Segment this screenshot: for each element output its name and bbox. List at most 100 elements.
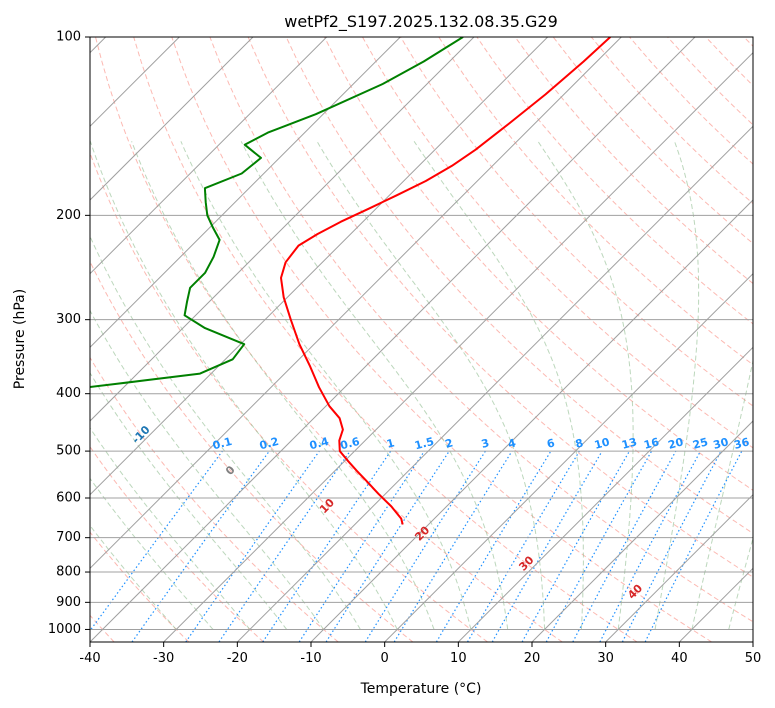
- pressure-gridlines: [90, 37, 753, 630]
- mixing-ratio-label: 0.1: [211, 435, 233, 453]
- dry-adiabat-line: [438, 37, 753, 366]
- isotherm-line: [90, 37, 622, 570]
- isotherm-line: [90, 37, 549, 496]
- isotherm-line: [310, 199, 753, 642]
- mixing-ratio-line: [185, 450, 320, 642]
- x-tick-label: 20: [524, 651, 541, 666]
- x-tick-label: 0: [381, 651, 389, 666]
- x-tick-label: -10: [300, 651, 321, 666]
- mixing-ratio-line: [298, 450, 425, 642]
- y-tick-label: 1000: [48, 622, 81, 637]
- isotherm-line: [457, 346, 753, 642]
- mixing-ratio-label: 2: [444, 436, 455, 451]
- dry-adiabat-line: [590, 37, 753, 205]
- mixing-ratio-line: [90, 450, 223, 632]
- dry-adiabat-line: [171, 37, 712, 642]
- mixing-ratio-line: [521, 450, 631, 642]
- mixing-ratio-label: 30: [712, 435, 730, 452]
- y-axis-label: Pressure (hPa): [12, 289, 28, 389]
- temperature-profile-line: [280, 37, 611, 525]
- isotherm-line: [90, 37, 696, 642]
- isotherm-line: [752, 641, 753, 642]
- dry-adiabat-line: [90, 151, 488, 642]
- mixing-ratio-line: [621, 450, 722, 642]
- dry-adiabat-line: [552, 37, 753, 245]
- dry-adiabat-line: [90, 260, 414, 642]
- axes-frame: [89, 36, 754, 643]
- dry-adiabat-line: [95, 37, 563, 642]
- isotherm-line: [163, 51, 753, 642]
- mixing-ratio-line: [325, 450, 450, 642]
- dry-adiabat-label: 30: [516, 553, 536, 573]
- dry-adiabat-line: [323, 37, 753, 491]
- dry-adiabat-label: 0: [223, 463, 238, 478]
- mixing-ratio-lines: [90, 450, 743, 642]
- mixing-ratio-label: 13: [620, 435, 638, 452]
- mixing-ratio-label: 3: [480, 436, 491, 451]
- mixing-ratio-line: [599, 450, 702, 642]
- isotherm-line: [90, 37, 475, 422]
- isotherm-line: [236, 125, 753, 642]
- isotherm-line: [678, 567, 753, 642]
- dry-adiabat-line: [133, 37, 638, 642]
- y-tick-label: 600: [56, 491, 81, 506]
- mixing-ratio-label: 0.6: [339, 435, 362, 453]
- moist-adiabat-line: [316, 141, 546, 630]
- x-tick-label: -40: [79, 651, 100, 666]
- x-tick-label: -20: [227, 651, 248, 666]
- x-tick-label: 30: [597, 651, 614, 666]
- mixing-ratio-label: 1.5: [413, 435, 435, 453]
- moist-adiabat-line: [90, 427, 251, 630]
- dry-adiabat-line: [90, 531, 190, 642]
- mixing-ratio-label: 36: [733, 435, 751, 452]
- moist-adiabat-line: [131, 141, 435, 630]
- y-tick-label: 200: [56, 208, 81, 223]
- mixing-ratio-label: 10: [593, 435, 611, 452]
- y-tick-label: 300: [56, 312, 81, 327]
- chart-title: wetPf2_S197.2025.132.08.35.G29: [284, 12, 558, 32]
- mixing-ratio-label: 6: [545, 436, 556, 451]
- moist-adiabat-line: [90, 371, 288, 630]
- dry-adiabat-line: [247, 37, 753, 578]
- isotherm-line: [531, 420, 753, 642]
- moist-adiabat-line: [728, 536, 753, 630]
- mixing-ratio-line: [262, 450, 392, 642]
- isotherm-line: [90, 37, 401, 349]
- x-tick-label: 50: [745, 651, 762, 666]
- y-tick-label: 800: [56, 565, 81, 580]
- moist-adiabat-line: [90, 477, 214, 630]
- moist-adiabat-line: [654, 141, 700, 630]
- mixing-ratio-labels: 0.1 0.2 0.4 0.6 1 1.5 2 3 4 6 8 10 13 16 20 25 30 36: [211, 435, 751, 453]
- mixing-ratio-label: 8: [574, 436, 585, 451]
- dry-adiabats: [90, 37, 753, 642]
- dry-adiabat-line: [209, 37, 753, 623]
- moist-adiabat-line: [413, 141, 584, 630]
- mixing-ratio-line: [131, 450, 270, 642]
- mixing-ratio-label: 0.2: [258, 435, 280, 453]
- isotherm-line: [90, 37, 328, 275]
- y-tick-label: 900: [56, 595, 81, 610]
- moist-adiabat-line: [90, 309, 324, 630]
- isotherm-line: [90, 37, 254, 201]
- mixing-ratio-line: [393, 450, 513, 642]
- isotherm-line: [384, 272, 753, 642]
- moist-adiabat-line: [180, 141, 472, 630]
- dry-adiabat-line: [514, 37, 753, 285]
- mixing-ratio-label: 16: [642, 435, 660, 452]
- dry-adiabat-line: [285, 37, 753, 535]
- mixing-ratio-line: [218, 450, 351, 642]
- isotherm-line: [605, 493, 753, 642]
- plot-area: -100-90-80-70-60-50-40-30-20-10010203040…: [90, 37, 753, 642]
- plot-border: [89, 36, 754, 643]
- dry-adiabat-label: -10: [129, 423, 152, 446]
- moist-adiabat-line: [691, 358, 753, 630]
- mixing-ratio-label: 1: [385, 436, 396, 451]
- x-tick-label: -30: [153, 651, 174, 666]
- dry-adiabat-line: [400, 37, 753, 407]
- dry-adiabat-line: [90, 356, 339, 642]
- mixing-ratio-label: 0.4: [308, 435, 331, 453]
- dry-adiabat-label: 20: [412, 523, 432, 543]
- y-tick-label: 400: [56, 386, 81, 401]
